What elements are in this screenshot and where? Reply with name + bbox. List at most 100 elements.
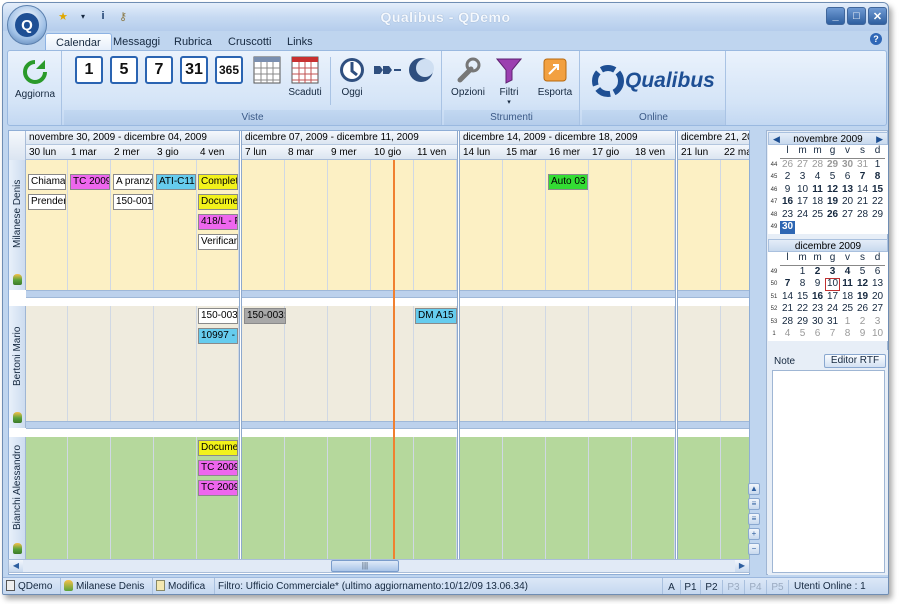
day-cell[interactable] xyxy=(197,306,239,428)
week-header[interactable]: novembre 30, 2009 - dicembre 04, 2009 xyxy=(26,131,239,145)
esporta-button[interactable]: Esporta xyxy=(536,53,574,98)
mini-day[interactable]: 1 xyxy=(844,315,851,327)
day-cell[interactable] xyxy=(111,306,154,428)
appointment[interactable]: 10997 - F xyxy=(198,328,238,344)
appointment[interactable]: TC 2009/ xyxy=(198,460,238,476)
view-31-days-button[interactable]: 31 xyxy=(179,53,209,85)
view-7-days-button[interactable]: 7 xyxy=(144,53,174,85)
day-cell[interactable] xyxy=(328,437,371,559)
horizontal-scrollbar[interactable]: ◀ ||| ▶ xyxy=(8,559,750,573)
mini-day[interactable]: 17 xyxy=(796,196,809,207)
day-cell[interactable] xyxy=(632,437,675,559)
mini-day[interactable]: 6 xyxy=(874,265,881,277)
opzioni-button[interactable]: Opzioni xyxy=(450,53,486,98)
mini-day[interactable]: 30 xyxy=(811,315,824,327)
mini-day[interactable]: 3 xyxy=(874,315,881,327)
appointment[interactable]: Chiamare xyxy=(28,174,66,190)
view-1-day-button[interactable]: 1 xyxy=(74,53,104,85)
mini-day[interactable]: 1 xyxy=(799,265,806,277)
appointment[interactable]: 150-003: xyxy=(198,308,238,324)
mini-day[interactable]: 5 xyxy=(829,171,836,182)
mini-day[interactable]: 6 xyxy=(844,171,851,182)
day-cell[interactable] xyxy=(111,437,154,559)
day-header[interactable]: 15 mar xyxy=(503,145,546,160)
moon-button[interactable] xyxy=(406,53,436,85)
day-cell[interactable] xyxy=(285,437,328,559)
mini-day[interactable]: 26 xyxy=(856,303,869,314)
appointment[interactable]: Prendere xyxy=(28,194,66,210)
day-cell[interactable] xyxy=(414,160,457,290)
mini-day[interactable]: 20 xyxy=(871,290,884,302)
day-cell[interactable] xyxy=(632,306,675,428)
mini-day[interactable]: 12 xyxy=(826,183,839,195)
mini-day[interactable]: 29 xyxy=(871,208,884,220)
mini-day[interactable]: 7 xyxy=(784,278,791,289)
mini-day[interactable]: 30 xyxy=(780,221,795,234)
mini-day[interactable]: 13 xyxy=(871,278,884,289)
appointment[interactable]: 418/L - P xyxy=(198,214,238,230)
day-header[interactable]: 3 gio xyxy=(154,145,197,160)
filtri-button[interactable]: Filtri ▾ xyxy=(492,53,526,106)
day-cell[interactable] xyxy=(678,160,721,290)
appointment[interactable]: TC 2009/ xyxy=(198,480,238,496)
day-cell[interactable] xyxy=(242,437,285,559)
day-cell[interactable] xyxy=(285,306,328,428)
mini-day[interactable]: 21 xyxy=(781,303,794,314)
appointment[interactable]: 150-003: xyxy=(244,308,286,324)
day-cell[interactable] xyxy=(678,306,721,428)
mini-day[interactable]: 26 xyxy=(826,208,839,220)
mini-day[interactable]: 9 xyxy=(814,278,821,289)
day-cell[interactable] xyxy=(68,160,111,290)
day-cell[interactable] xyxy=(26,437,68,559)
appointment[interactable]: 150-001 xyxy=(113,194,153,210)
key-icon[interactable]: ⚷ xyxy=(118,10,128,23)
appointment[interactable]: DM A15 - xyxy=(415,308,457,324)
day-cell[interactable] xyxy=(154,160,197,290)
mini-day[interactable]: 23 xyxy=(811,303,824,314)
tab-messaggi[interactable]: Messaggi xyxy=(113,36,161,48)
mini-day[interactable]: 25 xyxy=(811,208,824,220)
mini-day[interactable]: 19 xyxy=(856,290,869,302)
day-cell[interactable] xyxy=(111,160,154,290)
day-header[interactable]: 8 mar xyxy=(285,145,328,160)
day-cell[interactable] xyxy=(721,306,749,428)
page-p4[interactable]: P4 xyxy=(745,580,767,594)
mini-day[interactable]: 26 xyxy=(781,158,794,170)
editor-rtf-button[interactable]: Editor RTF xyxy=(824,354,886,368)
mini-day[interactable]: 15 xyxy=(796,290,809,302)
mini-day[interactable]: 3 xyxy=(829,265,836,277)
day-cell[interactable] xyxy=(589,160,632,290)
close-button[interactable]: ✕ xyxy=(868,7,887,25)
day-cell[interactable] xyxy=(68,306,111,428)
mini-day[interactable]: 14 xyxy=(781,290,794,302)
scaduti-button[interactable]: Scaduti xyxy=(287,53,323,98)
appointment[interactable]: A pranzo xyxy=(113,174,153,190)
day-header[interactable]: 1 mar xyxy=(68,145,111,160)
info-icon[interactable]: i xyxy=(101,10,105,22)
day-cell[interactable] xyxy=(503,306,546,428)
mini-day[interactable]: 16 xyxy=(781,196,794,207)
mini-day[interactable]: 5 xyxy=(859,265,866,277)
mini-day[interactable]: 27 xyxy=(871,303,884,314)
scroll-thumb[interactable]: ||| xyxy=(331,560,399,572)
mini-day[interactable]: 17 xyxy=(826,290,839,302)
minimize-button[interactable]: _ xyxy=(826,7,845,25)
day-cell[interactable] xyxy=(414,437,457,559)
mini-day[interactable]: 31 xyxy=(826,315,839,327)
star-icon[interactable]: ★ xyxy=(58,10,68,23)
day-header[interactable]: 10 gio xyxy=(371,145,414,160)
mini-day[interactable]: 5 xyxy=(799,328,806,339)
view-365-days-button[interactable]: 365 xyxy=(214,53,244,85)
mini-day[interactable]: 9 xyxy=(784,183,791,195)
day-header[interactable]: 22 ma xyxy=(721,145,749,160)
day-cell[interactable] xyxy=(632,160,675,290)
day-header[interactable]: 18 ven xyxy=(632,145,675,160)
day-cell[interactable] xyxy=(26,306,68,428)
prev-month-icon[interactable]: ◀ xyxy=(773,134,780,144)
mini-day[interactable]: 9 xyxy=(859,328,866,339)
mini-day[interactable]: 4 xyxy=(784,328,791,339)
mini-day[interactable]: 28 xyxy=(781,315,794,327)
day-cell[interactable] xyxy=(678,437,721,559)
mini-day[interactable]: 10 xyxy=(796,183,809,195)
page-p3[interactable]: P3 xyxy=(723,580,745,594)
